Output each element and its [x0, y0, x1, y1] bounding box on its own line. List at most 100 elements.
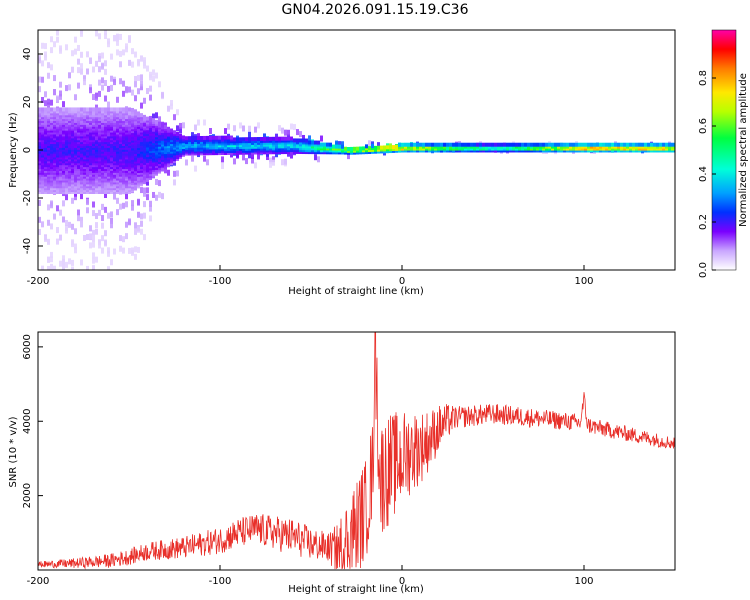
colorbar-tick-label: 0.6	[698, 118, 709, 134]
spectrogram-band-cell	[527, 142, 530, 147]
spectrogram-band-cell	[131, 107, 134, 112]
spectrogram-band-cell	[668, 142, 671, 147]
spectrogram-band-cell	[47, 107, 50, 112]
spectrogram-band-cell	[479, 142, 482, 147]
spectrogram-band-cell	[563, 142, 566, 147]
spectrogram-cell	[173, 179, 176, 186]
spectrogram-cell	[41, 76, 44, 83]
spectrogram-band-cell	[473, 142, 476, 147]
spectrogram-cell	[101, 84, 104, 91]
spectrogram-band-cell	[371, 144, 374, 149]
spectrogram-cell	[140, 80, 143, 87]
spectrogram-cell	[293, 124, 296, 131]
spectrogram-cell	[53, 75, 56, 82]
spectrogram-cell	[71, 50, 74, 57]
spectrogram-cell	[47, 204, 50, 211]
spectrogram-cell	[101, 77, 104, 84]
spectrogram-cell	[104, 206, 107, 213]
spectrogram-cell	[68, 258, 71, 265]
spectrogram-cell	[95, 222, 98, 229]
spectrogram-cell	[104, 60, 107, 67]
spectrogram-cell	[50, 99, 53, 106]
spectrogram-cell	[140, 213, 143, 220]
spectrogram-band-cell	[638, 142, 641, 147]
spectrogram-cell	[95, 60, 98, 67]
spectrogram-band-cell	[368, 146, 371, 151]
spectrogram-band-cell	[452, 142, 455, 147]
spectrogram-band-cell	[392, 145, 395, 150]
spectrogram-cell	[110, 84, 113, 91]
spectrogram-band-cell	[83, 107, 86, 112]
colorbar-tick-label: 0.8	[698, 70, 709, 86]
spectrogram-band-cell	[176, 131, 179, 136]
spectrogram-cell	[242, 154, 245, 161]
spectrogram-cell	[263, 133, 266, 140]
spectrogram-cell	[167, 169, 170, 176]
spectrogram-band-cell	[650, 142, 653, 147]
spectrogram-band-cell	[617, 142, 620, 147]
spectrogram-cell	[125, 46, 128, 53]
spectrogram-cell	[101, 204, 104, 211]
spectrogram-cell	[152, 69, 155, 76]
spectrogram-cell	[257, 122, 260, 129]
spectrogram-cell	[113, 248, 116, 255]
spectrogram-band-cell	[542, 142, 545, 147]
spectrogram-cell	[140, 84, 143, 91]
spectrogram-band-cell	[464, 142, 467, 147]
spectrogram-band-cell	[206, 135, 209, 140]
spectrogram-band-cell	[89, 107, 92, 112]
spectrogram-cell	[71, 259, 74, 266]
spectrogram-cell	[221, 162, 224, 169]
spectrogram-band-cell	[173, 130, 176, 135]
spectrogram-band-cell	[71, 107, 74, 112]
spectrogram-band-cell	[158, 121, 161, 126]
spectrogram-cell	[44, 91, 47, 98]
spectrogram-cell	[119, 245, 122, 252]
snr-axes: -200 -100 0 100 2000 4000 6000	[22, 334, 594, 587]
spectrogram-cell	[281, 127, 284, 134]
spectrogram-cell	[116, 39, 119, 46]
spectrogram-cell	[107, 101, 110, 108]
spectrogram-band-cell	[365, 144, 368, 149]
spectrogram-cell	[110, 53, 113, 60]
spectrogram-cell	[50, 263, 53, 270]
spectrogram-cell	[251, 157, 254, 164]
spectrogram-band-cell	[659, 142, 662, 147]
spectrogram-cell	[86, 233, 89, 240]
spectrogram-band-cell	[644, 142, 647, 147]
spectrogram-band-cell	[623, 142, 626, 147]
spectrogram-cell	[98, 90, 101, 97]
spectrogram-band-cell	[545, 142, 548, 147]
spectrogram-band-cell	[620, 142, 623, 147]
spectrogram-band-cell	[305, 138, 308, 143]
spectrogram-cell	[47, 98, 50, 105]
spectrogram-band-cell	[581, 142, 584, 147]
spectrogram-cell	[146, 187, 149, 194]
spectrogram-cell	[41, 42, 44, 49]
spectrogram-band-cell	[419, 142, 422, 147]
spectrogram-band-cell	[476, 142, 479, 147]
spectrogram-cell	[155, 112, 158, 119]
spectrogram-cell	[140, 74, 143, 81]
spectrogram-band-cell	[551, 142, 554, 147]
spectrogram-cell	[158, 81, 161, 88]
spectrogram-cell	[266, 154, 269, 161]
spectrogram-cell	[158, 191, 161, 198]
spectrogram-ytick-label: -20	[22, 190, 33, 206]
spectrogram-band-cell	[266, 136, 269, 141]
spectrogram-cell	[50, 64, 53, 71]
spectrogram-cell	[107, 85, 110, 92]
spectrogram-band-cell	[140, 113, 143, 118]
spectrogram-cell	[179, 122, 182, 129]
spectrogram-band-cell	[467, 142, 470, 147]
spectrogram-cell	[308, 135, 311, 142]
spectrogram-cell	[347, 153, 350, 160]
spectrogram-cell	[65, 194, 68, 201]
spectrogram-band-cell	[653, 142, 656, 147]
spectrogram-band-cell	[41, 107, 44, 112]
spectrogram-band-cell	[38, 107, 41, 112]
spectrogram-cell	[95, 213, 98, 220]
spectrogram-cell	[56, 30, 59, 36]
